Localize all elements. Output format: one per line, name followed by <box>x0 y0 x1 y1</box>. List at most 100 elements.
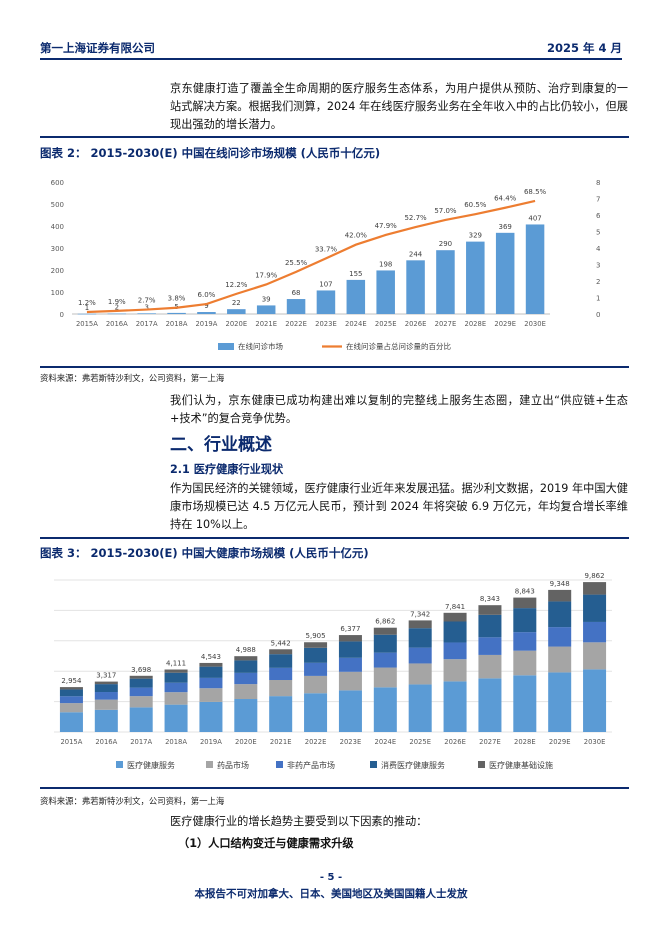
line-value-label: 25.5% <box>285 259 308 267</box>
bar-value-label: 290 <box>439 240 452 248</box>
stacked-bar-segment <box>443 621 467 643</box>
bar-value-label: 39 <box>262 295 271 303</box>
bar-value-label: 244 <box>409 250 423 258</box>
health-market-chart: 2,954 2015A 3,317 2016A 3,698 2017A 4,111 2018A… <box>54 572 612 770</box>
x-tick-label: 2016A <box>95 738 117 746</box>
legend-swatch <box>206 761 213 768</box>
stacked-bar-segment <box>548 672 572 732</box>
paragraph-industry: 作为国民经济的关键领域，医疗健康行业近年来发展迅猛。据沙利文数据，2019 年中… <box>170 482 628 531</box>
y2-tick-label: 70.0% <box>596 196 600 204</box>
x-tick-label: 2026E <box>405 320 427 328</box>
bar <box>525 224 545 314</box>
stacked-bar-segment <box>478 678 502 732</box>
header-company: 第一上海证券有限公司 <box>40 41 155 55</box>
line-value-label: 68.5% <box>524 188 547 196</box>
legend-swatch <box>276 761 283 768</box>
stacked-bar-segment <box>548 589 572 602</box>
online-consultation-chart: 0 100 200 300 400 500 600 0.0% 10.0% 20.0% 30.0% 40… <box>51 179 600 351</box>
figure2-top-rule <box>40 136 629 138</box>
stacked-bar-segment <box>234 656 258 661</box>
figure2-title: 图表 2： 2015-2030(E) 中国在线问诊市场规模 (人民币十亿元) <box>40 146 381 160</box>
x-tick-label: 2015A <box>76 320 98 328</box>
stacked-bar-segment <box>408 647 432 664</box>
page-number: - 5 - <box>319 872 343 883</box>
bar <box>346 279 366 314</box>
intro-paragraph: 京东健康打造了覆盖全生命周期的医疗服务生态体系，为用户提供从预防、治疗到康复的一… <box>170 82 628 131</box>
bar-value-label: 68 <box>292 289 301 297</box>
series-line <box>86 199 536 314</box>
stacked-bar-segment <box>59 703 83 713</box>
bar <box>376 270 395 314</box>
bar-value-label: 2 <box>115 304 119 312</box>
x-tick-label: 2019A <box>195 320 217 328</box>
line-value-label: 2.7% <box>138 297 156 305</box>
stacked-bar-segment <box>304 662 328 676</box>
x-tick-label: 2015A <box>60 738 82 746</box>
figure2-source: 资料来源：弗若斯特沙利文，公司资料，第一上海 <box>40 373 225 383</box>
stacked-bar-segment <box>304 693 328 732</box>
stacked-bar-segment <box>59 687 83 690</box>
stacked-bar-segment <box>583 642 607 670</box>
y-tick-label: 300 <box>51 245 64 253</box>
stacked-bar-segment <box>373 627 397 635</box>
stacked-bar-segment <box>164 672 188 683</box>
stacked-bar-segment <box>338 657 362 672</box>
stacked-bar-segment <box>373 652 397 668</box>
total-label: 4,111 <box>166 660 186 668</box>
stacked-bar-segment <box>59 696 83 704</box>
stacked-bar-segment <box>373 667 397 688</box>
y2-tick-label: 10.0% <box>596 295 600 303</box>
y-tick-label: 600 <box>51 179 64 187</box>
stacked-bar-segment <box>513 608 537 633</box>
legend-label: 医疗健康服务 <box>127 760 175 770</box>
stacked-bar-segment <box>234 672 258 685</box>
stacked-bar-segment <box>94 681 118 685</box>
bar <box>197 312 216 314</box>
total-label: 5,442 <box>271 639 291 647</box>
line-value-label: 42.0% <box>345 232 368 240</box>
header-rule <box>40 58 622 60</box>
stacked-bar-segment <box>199 701 223 732</box>
stacked-bar-segment <box>338 671 362 691</box>
stacked-bar-segment <box>129 675 153 679</box>
stacked-bar-segment <box>234 660 258 673</box>
total-label: 2,954 <box>61 677 82 685</box>
stacked-bar-segment <box>94 699 118 710</box>
stacked-bar-segment <box>443 612 467 622</box>
y2-tick-label: 20.0% <box>596 278 600 286</box>
total-label: 4,988 <box>236 646 256 654</box>
footer-disclaimer: 本报告不可对加拿大、日本、美国地区及美国国籍人士发放 <box>194 888 468 900</box>
y-tick-label: 100 <box>51 289 64 297</box>
total-label: 7,841 <box>445 603 465 611</box>
line-value-label: 12.2% <box>225 281 248 289</box>
x-tick-label: 2023E <box>315 320 337 328</box>
bar <box>406 260 425 314</box>
total-label: 3,698 <box>131 666 151 674</box>
stacked-bar-segment <box>199 666 223 678</box>
stacked-bar-segment <box>513 632 537 651</box>
legend-label: 药品市场 <box>217 760 249 770</box>
line-value-label: 3.8% <box>168 295 186 303</box>
legend-swatch <box>116 761 123 768</box>
line-value-label: 1.2% <box>78 299 96 307</box>
x-tick-label: 2022E <box>305 738 327 746</box>
stacked-bar-segment <box>94 709 118 732</box>
x-tick-label: 2030E <box>524 320 546 328</box>
bar <box>495 232 515 314</box>
stacked-bar-segment <box>548 601 572 628</box>
stacked-bar-segment <box>129 687 153 697</box>
factor1-heading: （1）人口结构变迁与健康需求升级 <box>178 837 354 850</box>
total-label: 6,377 <box>340 625 360 633</box>
stacked-bar-segment <box>373 634 397 653</box>
bar-value-label: 329 <box>469 232 482 240</box>
line-value-label: 57.0% <box>434 207 457 215</box>
y2-tick-label: 0.0% <box>596 311 600 319</box>
bar <box>466 241 485 314</box>
stacked-bar-segment <box>513 650 537 676</box>
total-label: 8,343 <box>480 595 500 603</box>
header-date: 2025 年 4 月 <box>546 41 622 55</box>
stacked-bar-segment <box>338 635 362 642</box>
stacked-bar-segment <box>583 621 607 643</box>
bar-value-label: 407 <box>528 214 541 222</box>
x-tick-label: 2028E <box>514 738 536 746</box>
